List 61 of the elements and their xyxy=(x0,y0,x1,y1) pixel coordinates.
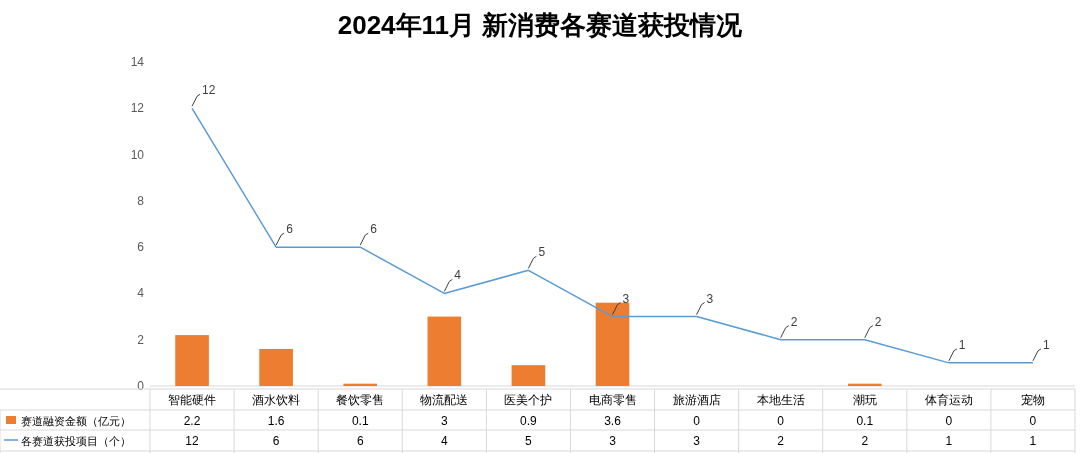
data-label: 6 xyxy=(356,434,364,448)
annotation: 12 xyxy=(202,83,216,98)
data-label: 0 xyxy=(777,414,785,428)
x-tick-label: 体育运动 xyxy=(924,393,973,407)
data-label: 5 xyxy=(525,434,533,448)
bar xyxy=(427,316,462,386)
data-label: 12 xyxy=(185,434,200,448)
x-tick-label: 物流配送 xyxy=(420,393,469,407)
legend-label: 赛道融资金额（亿元） xyxy=(21,415,131,427)
y-tick-label: 2 xyxy=(137,332,145,347)
data-label: 2.2 xyxy=(183,414,201,428)
x-tick-label: 旅游酒店 xyxy=(672,393,721,407)
x-tick-label: 智能硬件 xyxy=(168,393,217,407)
data-label: 0 xyxy=(945,414,953,428)
data-label: 1.6 xyxy=(267,414,285,428)
y-tick-label: 10 xyxy=(130,147,145,162)
annotation: 5 xyxy=(538,245,546,260)
annotation: 2 xyxy=(790,314,798,329)
annotation: 3 xyxy=(622,291,630,306)
data-label: 1 xyxy=(945,434,953,448)
data-label: 2 xyxy=(777,434,785,448)
data-label: 3 xyxy=(440,414,448,428)
x-tick-label: 餐饮零售 xyxy=(336,393,385,407)
annotation: 3 xyxy=(706,291,714,306)
y-tick-label: 8 xyxy=(137,193,145,208)
data-label: 4 xyxy=(440,434,448,448)
y-tick-label: 12 xyxy=(130,101,145,116)
annotation: 6 xyxy=(370,222,378,237)
data-label: 3 xyxy=(693,434,701,448)
annotation: 2 xyxy=(874,314,882,329)
chart-title: 2024年11月 新消费各赛道获投情况 xyxy=(337,10,744,40)
legend-label: 各赛道获投项目（个） xyxy=(21,435,131,447)
data-label: 0 xyxy=(693,414,701,428)
y-tick-label: 0 xyxy=(137,379,145,393)
data-label: 2 xyxy=(861,434,869,448)
bar xyxy=(259,348,293,386)
data-label: 1 xyxy=(1029,434,1037,448)
x-tick-label: 酒水饮料 xyxy=(252,393,301,407)
annotation: 6 xyxy=(286,222,294,237)
line-series xyxy=(191,107,1034,364)
bar xyxy=(511,365,546,386)
bar xyxy=(595,302,630,386)
x-tick-label: 本地生活 xyxy=(756,393,805,407)
bar xyxy=(175,335,209,386)
data-label: 0.1 xyxy=(856,414,874,428)
data-label: 3.6 xyxy=(604,414,622,428)
data-label: 3 xyxy=(609,434,617,448)
x-tick-label: 宠物 xyxy=(1020,393,1045,407)
annotation: 1 xyxy=(1042,337,1050,352)
y-tick-label: 14 xyxy=(130,55,145,69)
data-label: 0 xyxy=(1029,414,1037,428)
x-tick-label: 医美个护 xyxy=(504,393,553,407)
y-tick-label: 6 xyxy=(137,240,145,255)
data-label: 0.9 xyxy=(520,414,538,428)
y-tick-label: 4 xyxy=(137,286,145,301)
x-tick-label: 电商零售 xyxy=(588,393,637,407)
data-label: 0.1 xyxy=(351,414,369,428)
data-label: 6 xyxy=(272,434,280,448)
x-tick-label: 潮玩 xyxy=(852,393,877,407)
annotation: 4 xyxy=(454,268,462,283)
annotation: 1 xyxy=(958,337,966,352)
